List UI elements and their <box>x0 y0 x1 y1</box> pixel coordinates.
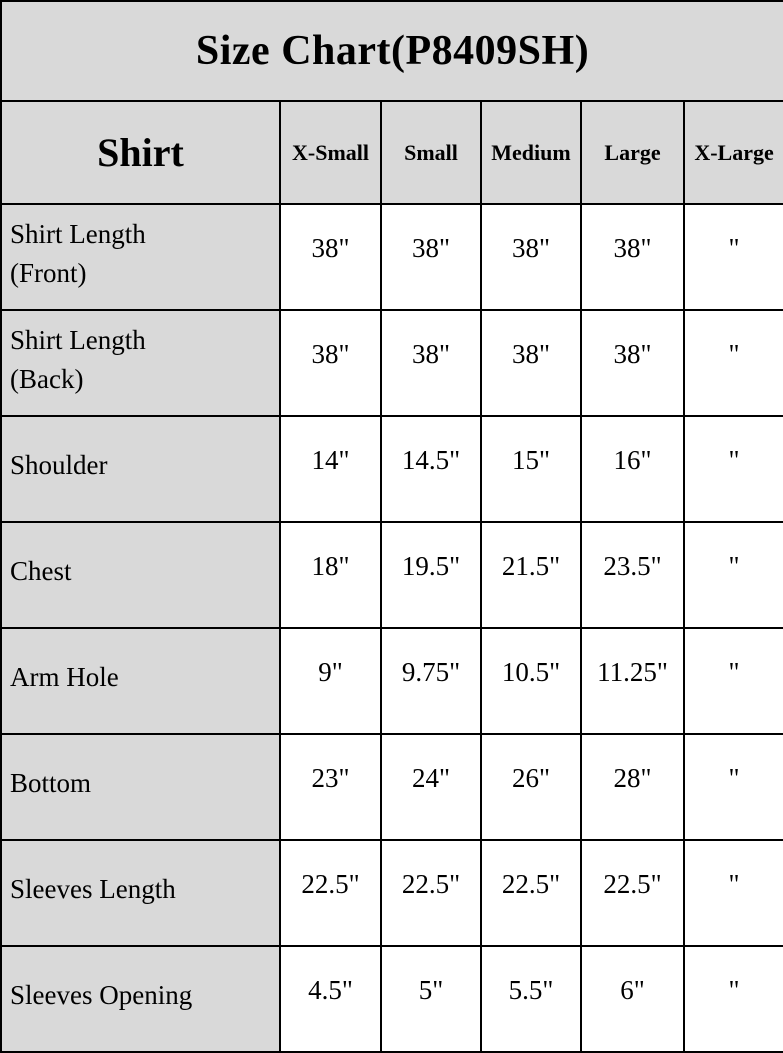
measurement-value: 5" <box>380 945 482 1053</box>
measurement-value: 23.5" <box>580 521 685 629</box>
column-header-medium: Medium <box>480 100 582 205</box>
measurement-value: 24" <box>380 733 482 841</box>
measurement-value: 9" <box>279 627 382 735</box>
measurement-value: 18" <box>279 521 382 629</box>
measurement-value: " <box>682 627 783 735</box>
measurement-value: 21.5" <box>480 521 582 629</box>
row-label: Shoulder <box>0 415 281 523</box>
measurement-value: " <box>682 415 783 523</box>
measurement-value: 38" <box>279 203 382 311</box>
measurement-value: 9.75" <box>380 627 482 735</box>
corner-header-shirt: Shirt <box>0 100 281 205</box>
measurement-value: 4.5" <box>279 945 382 1053</box>
row-label: Shirt Length (Back) <box>0 309 281 417</box>
column-header-x-small: X-Small <box>279 100 382 205</box>
table-row: Shoulder 14" 14.5" 15" 16" " <box>0 415 783 523</box>
measurement-value: 38" <box>480 203 582 311</box>
measurement-value: 26" <box>480 733 582 841</box>
measurement-value: 14.5" <box>380 415 482 523</box>
measurement-value: 22.5" <box>279 839 382 947</box>
measurement-value: 38" <box>380 309 482 417</box>
measurement-value: 38" <box>580 309 685 417</box>
row-label: Shirt Length (Front) <box>0 203 281 311</box>
table-row: Sleeves Length 22.5" 22.5" 22.5" 22.5" " <box>0 839 783 947</box>
measurement-value: 6" <box>580 945 685 1053</box>
measurement-value: 22.5" <box>480 839 582 947</box>
table-row: Shirt Length (Back) 38" 38" 38" 38" " <box>0 309 783 417</box>
measurement-value: 16" <box>580 415 685 523</box>
table-row: Chest 18" 19.5" 21.5" 23.5" " <box>0 521 783 629</box>
measurement-value: 38" <box>580 203 685 311</box>
measurement-value: " <box>682 733 783 841</box>
measurement-value: 38" <box>380 203 482 311</box>
measurement-value: 10.5" <box>480 627 582 735</box>
header-row: Shirt X-Small Small Medium Large X-Large <box>0 100 783 205</box>
column-header-x-large: X-Large <box>682 100 783 205</box>
row-label: Sleeves Opening <box>0 945 281 1053</box>
measurement-value: 19.5" <box>380 521 482 629</box>
measurement-value: 23" <box>279 733 382 841</box>
measurement-value: 22.5" <box>580 839 685 947</box>
table-row: Arm Hole 9" 9.75" 10.5" 11.25" " <box>0 627 783 735</box>
measurement-value: " <box>682 945 783 1053</box>
measurement-value: 11.25" <box>580 627 685 735</box>
title-row: Size Chart(P8409SH) <box>0 0 783 102</box>
measurement-value: 28" <box>580 733 685 841</box>
measurement-value: " <box>682 839 783 947</box>
table-row: Bottom 23" 24" 26" 28" " <box>0 733 783 841</box>
measurement-value: 38" <box>279 309 382 417</box>
measurement-value: 22.5" <box>380 839 482 947</box>
chart-title: Size Chart(P8409SH) <box>0 0 783 102</box>
column-header-small: Small <box>380 100 482 205</box>
row-label: Arm Hole <box>0 627 281 735</box>
measurement-value: " <box>682 309 783 417</box>
measurement-value: 38" <box>480 309 582 417</box>
table-row: Sleeves Opening 4.5" 5" 5.5" 6" " <box>0 945 783 1053</box>
row-label: Sleeves Length <box>0 839 281 947</box>
row-label: Bottom <box>0 733 281 841</box>
column-header-large: Large <box>580 100 685 205</box>
measurement-value: " <box>682 521 783 629</box>
table-row: Shirt Length (Front) 38" 38" 38" 38" " <box>0 203 783 311</box>
measurement-value: " <box>682 203 783 311</box>
measurement-value: 14" <box>279 415 382 523</box>
measurement-value: 15" <box>480 415 582 523</box>
measurement-value: 5.5" <box>480 945 582 1053</box>
row-label: Chest <box>0 521 281 629</box>
